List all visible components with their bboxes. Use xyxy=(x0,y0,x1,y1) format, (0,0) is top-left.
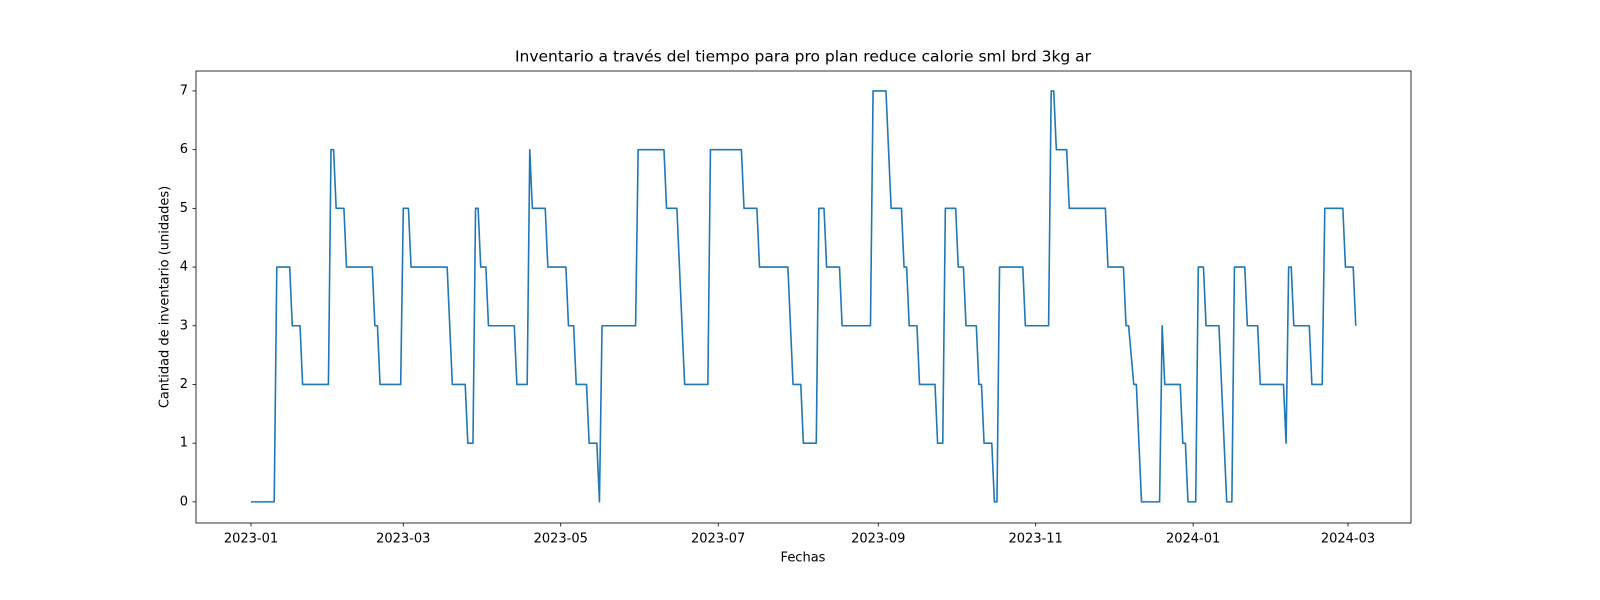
x-tick-label: 2023-01 xyxy=(224,532,278,547)
y-tick-label: 2 xyxy=(180,377,188,392)
y-tick-label: 6 xyxy=(180,142,188,157)
x-tick-label: 2023-03 xyxy=(376,532,430,547)
x-tick-label: 2023-11 xyxy=(1009,532,1063,547)
y-tick-label: 7 xyxy=(180,83,188,98)
x-tick-label: 2024-03 xyxy=(1321,532,1375,547)
y-tick-label: 4 xyxy=(180,260,188,275)
y-tick-label: 5 xyxy=(180,201,188,216)
axes-frame xyxy=(195,70,1412,524)
chart-title: Inventario a través del tiempo para pro … xyxy=(515,48,1092,66)
y-axis-label: Cantidad de inventario (unidades) xyxy=(158,186,173,408)
x-axis-label: Fechas xyxy=(781,551,826,566)
x-tick-label: 2023-05 xyxy=(534,532,588,547)
x-tick-label: 2023-09 xyxy=(851,532,905,547)
y-tick-label: 1 xyxy=(180,436,188,451)
data-line xyxy=(250,90,1357,503)
y-tick-label: 0 xyxy=(180,494,188,509)
y-tick-label: 3 xyxy=(180,318,188,333)
x-tick-label: 2024-01 xyxy=(1166,532,1220,547)
x-tick-label: 2023-07 xyxy=(691,532,745,547)
